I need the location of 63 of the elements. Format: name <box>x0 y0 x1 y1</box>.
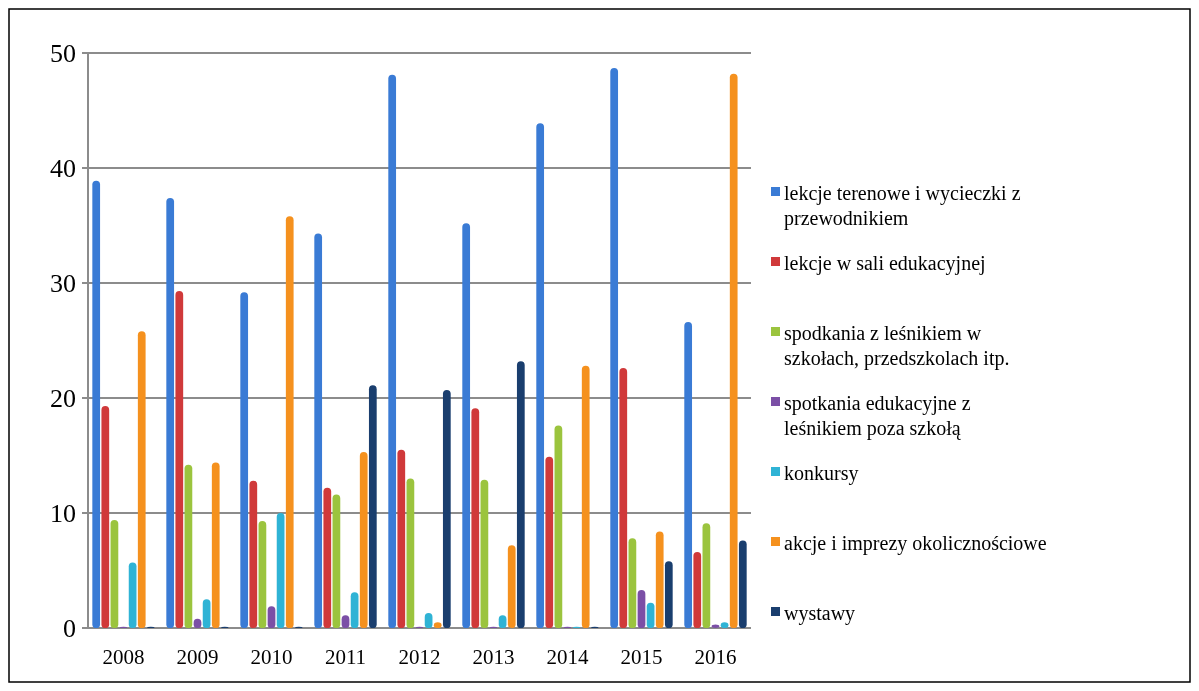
bar <box>655 531 664 628</box>
bar <box>507 545 516 628</box>
y-tick-label: 10 <box>50 499 76 529</box>
bar <box>554 425 563 628</box>
bar <box>738 540 747 628</box>
bar <box>166 197 175 628</box>
x-tick-label: 2008 <box>102 645 145 669</box>
x-tick-label: 2015 <box>620 645 663 669</box>
y-tick-label: 40 <box>50 154 76 184</box>
bar <box>581 365 590 628</box>
bar <box>258 521 267 628</box>
bar <box>480 479 489 628</box>
x-tick-label: 2016 <box>694 645 737 669</box>
bar <box>471 408 480 628</box>
x-tick-label: 2011 <box>324 645 367 669</box>
legend-label: konkursy <box>784 462 859 485</box>
bar <box>323 487 332 628</box>
bar <box>610 67 619 628</box>
bar <box>276 513 285 628</box>
bar <box>406 478 415 628</box>
bar <box>314 233 323 628</box>
bar <box>684 322 693 628</box>
x-tick-label: 2014 <box>546 645 589 669</box>
bar <box>240 292 249 628</box>
bar <box>388 74 397 628</box>
bar <box>628 538 637 628</box>
bar <box>516 361 525 628</box>
bar <box>729 73 738 628</box>
bar <box>249 480 258 628</box>
bar <box>664 561 673 628</box>
bar <box>110 519 119 628</box>
bar <box>536 123 545 628</box>
legend-label: spotkania edukacyjne z leśnikiem poza szkołą <box>784 392 971 440</box>
y-tick-label: 30 <box>50 269 76 299</box>
bar <box>211 462 220 628</box>
legend-label: akcje i imprezy okolicznościowe <box>784 532 1047 555</box>
y-tick-label: 50 <box>50 39 76 69</box>
x-tick-label: 2010 <box>250 645 293 669</box>
bar <box>397 449 406 628</box>
bar <box>545 456 554 628</box>
x-tick-label: 2009 <box>176 645 219 669</box>
bar <box>285 216 294 628</box>
bar <box>619 368 628 628</box>
legend-label: wystawy <box>784 602 856 625</box>
x-tick-label: 2013 <box>472 645 515 669</box>
bar <box>442 389 451 628</box>
bar <box>184 464 193 628</box>
legend-label: spodkania z leśnikiem w szkołach, przedszkolach itp. <box>784 322 1010 370</box>
bar <box>332 494 341 628</box>
bar <box>693 552 702 628</box>
bar <box>92 180 101 628</box>
y-tick-label: 20 <box>50 384 76 414</box>
bar <box>702 523 711 628</box>
y-tick-label: 0 <box>63 614 76 644</box>
legend-label: lekcje terenowe i wycieczki z przewodnikiem <box>784 182 1021 230</box>
bar <box>101 406 110 628</box>
bar <box>137 331 146 628</box>
legend-label: lekcje w sali edukacyjnej <box>784 252 986 275</box>
bar <box>175 291 184 628</box>
bar <box>462 223 471 628</box>
bar <box>368 385 377 628</box>
bar <box>359 452 368 628</box>
x-tick-label: 2012 <box>398 645 441 669</box>
